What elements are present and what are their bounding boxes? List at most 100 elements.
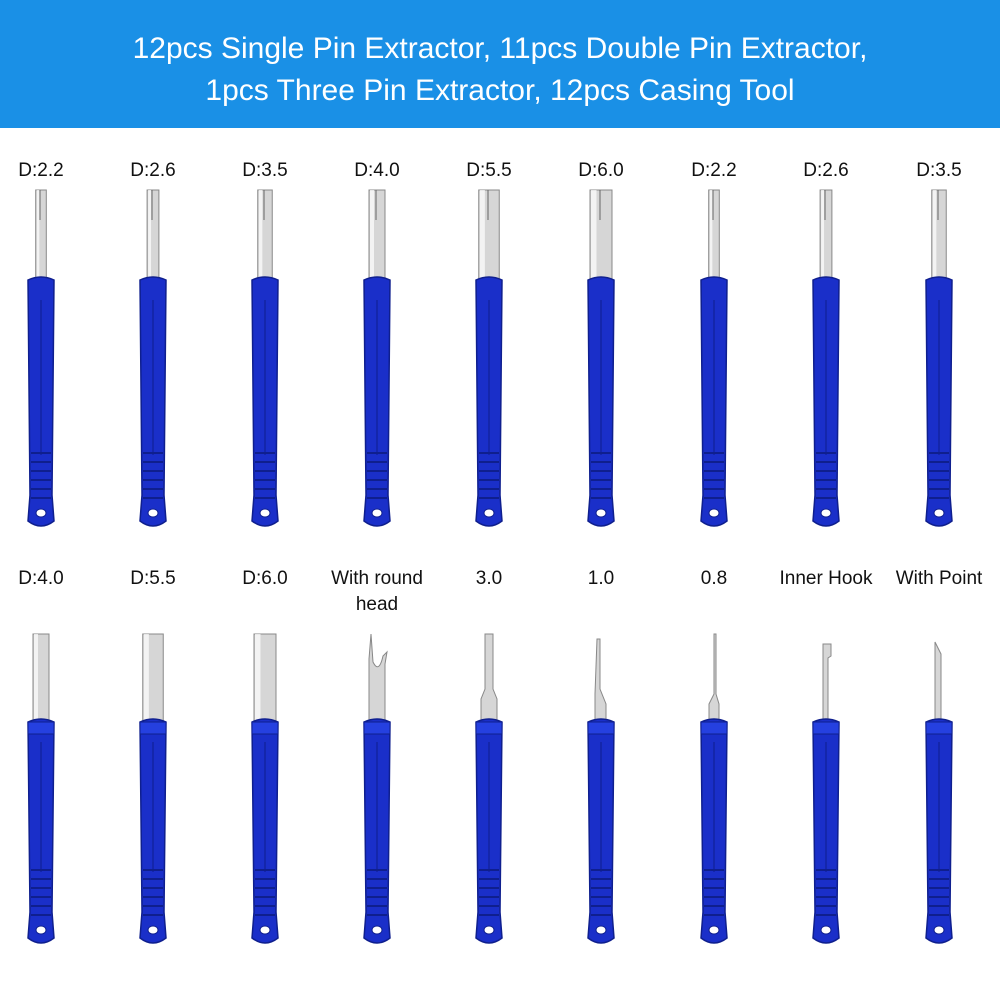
hang-hole [933,508,945,518]
handle-collar [700,721,728,735]
tool-illustration [925,641,953,944]
tool-label: D:2.2 [691,160,737,181]
tool-illustration [363,633,391,944]
handle-collar [925,721,953,735]
extractor-tool [658,189,770,535]
tube-highlight [36,190,40,280]
hang-hole [820,508,832,518]
hang-hole [371,508,383,518]
tool-label: D:3.5 [242,160,288,181]
tool-illustration [700,633,728,944]
tool-illustration [587,189,615,527]
handle-collar [139,721,167,735]
tool-illustration [925,189,953,527]
extractor-tool [0,189,97,535]
tube-highlight [255,634,261,722]
extractor-tool [883,189,995,535]
title-banner: 12pcs Single Pin Extractor, 11pcs Double… [0,0,1000,128]
hang-hole [371,925,383,935]
hang-hole [259,925,271,935]
hang-hole [820,925,832,935]
extractor-tool [321,189,433,535]
point-tip [934,641,942,723]
hang-hole [147,508,159,518]
tool-label: D:2.6 [130,160,176,181]
handle-collar [812,721,840,735]
tube-highlight [148,190,152,280]
tube-highlight [479,190,485,280]
tube-highlight [370,190,374,280]
hang-hole [708,508,720,518]
tool-illustration [251,633,279,944]
tool-illustration [27,189,55,527]
tool-label: Inner Hook [779,568,873,589]
handle-collar [251,721,279,735]
hang-hole [35,508,47,518]
hang-hole [259,508,271,518]
extractor-tool [770,622,882,952]
extractor-tool [97,189,209,535]
hang-hole [933,925,945,935]
hang-hole [595,508,607,518]
extractor-tool [321,622,433,952]
extractor-tool [209,622,321,952]
tool-illustration [139,189,167,527]
extractor-tool [97,622,209,952]
tool-label: 3.0 [475,568,503,589]
tool-illustration [27,633,55,944]
tool-illustration [251,189,279,527]
tube-highlight [932,190,937,280]
tool-label: D:4.0 [18,568,64,589]
tool-illustration [812,189,840,527]
extractor-tool [883,622,995,952]
tube-highlight [143,634,149,722]
extractor-tool [770,189,882,535]
handle-collar [475,721,503,735]
extractor-tool [433,189,545,535]
tube-highlight [591,190,597,280]
tool-label: D:2.6 [803,160,849,181]
tool-label: With round head [331,568,423,615]
extractor-tool [545,622,657,952]
hang-hole [147,925,159,935]
hang-hole [708,925,720,935]
extractor-tool [658,622,770,952]
tube-highlight [258,190,263,280]
tool-label: With Point [895,568,983,589]
tool-label: 1.0 [587,568,615,589]
tool-illustration [363,189,391,527]
handle-collar [27,721,55,735]
extractor-tool [0,622,97,952]
tube-highlight [709,190,713,280]
flat-tip [480,633,498,723]
hook-tip [822,643,832,723]
hang-hole [35,925,47,935]
extractor-tool [209,189,321,535]
hang-hole [595,925,607,935]
tool-label: 0.8 [700,568,728,589]
fork-tip [368,633,388,723]
hang-hole [483,925,495,935]
tool-illustration [139,633,167,944]
tool-illustration [812,643,840,944]
extractor-tool [545,189,657,535]
tool-label: D:6.0 [242,568,288,589]
tool-illustration [700,189,728,527]
blade-tip [594,638,607,723]
title-line-2: 1pcs Three Pin Extractor, 12pcs Casing T… [205,74,795,107]
title-line-1: 12pcs Single Pin Extractor, 11pcs Double… [132,32,868,65]
tool-label: D:2.2 [18,160,64,181]
tool-label: D:5.5 [130,568,176,589]
tube-highlight [821,190,825,280]
handle-collar [363,721,391,735]
tool-label: D:4.0 [354,160,400,181]
handle-collar [587,721,615,735]
tool-illustration [587,638,615,944]
tool-illustration [475,633,503,944]
needle-tip [708,633,720,723]
hang-hole [483,508,495,518]
tool-label: D:3.5 [916,160,962,181]
tube-highlight [34,634,38,722]
extractor-tool [433,622,545,952]
tool-label: D:6.0 [578,160,624,181]
